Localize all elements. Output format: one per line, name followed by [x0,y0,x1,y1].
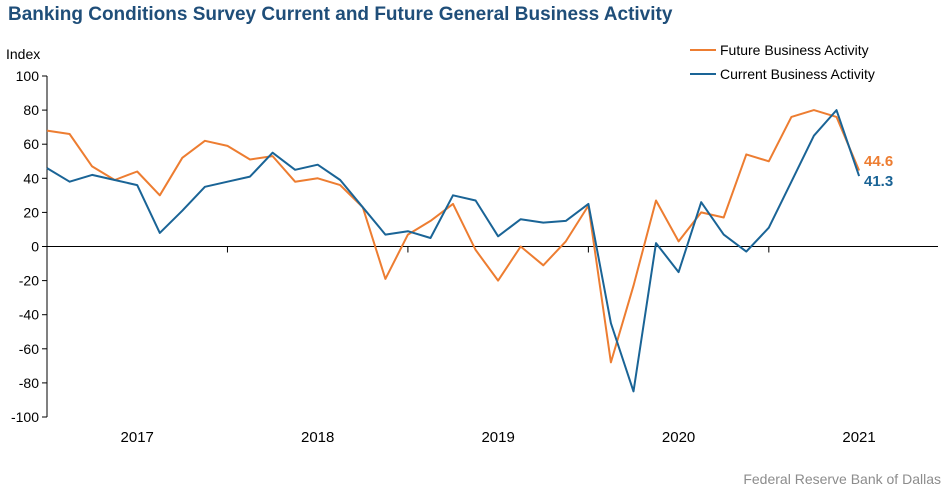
y-tick-label: 80 [23,102,39,118]
legend-label: Future Business Activity [720,42,869,58]
legend-label: Current Business Activity [720,66,875,82]
source-note: Federal Reserve Bank of Dallas [743,471,941,487]
y-tick-label: 20 [23,204,39,220]
chart-title: Banking Conditions Survey Current and Fu… [8,4,673,25]
y-tick-label: -40 [19,307,39,323]
y-tick-label: 40 [23,170,39,186]
series-lines [46,109,861,393]
x-tick-label: 2021 [842,429,875,446]
end-value-labels: 44.6 41.3 [864,153,893,190]
legend: Future Business Activity Current Business… [690,42,875,82]
x-tick-label: 2018 [301,429,334,446]
end-value-label: 41.3 [864,173,893,190]
y-tick-label: -20 [19,273,39,289]
x-axis: 2017 2018 2019 2020 2021 [47,246,938,446]
end-value-label: 44.6 [864,153,893,170]
y-tick-label: -80 [19,375,39,391]
y-tick-label: -60 [19,341,39,357]
x-tick-label: 2017 [121,429,154,446]
y-tick-label: 60 [23,136,39,152]
y-tick-label: 100 [16,68,40,84]
y-axis-ticks: 100 80 60 40 20 0 -20 -40 -60 -80 -100 [11,68,48,425]
series-line-current [46,109,861,393]
x-tick-label: 2019 [481,429,514,446]
series-line-future [46,109,861,364]
y-tick-label: -100 [11,409,39,425]
y-axis-label: Index [6,46,40,62]
y-tick-label: 0 [31,239,39,255]
x-tick-label: 2020 [662,429,695,446]
